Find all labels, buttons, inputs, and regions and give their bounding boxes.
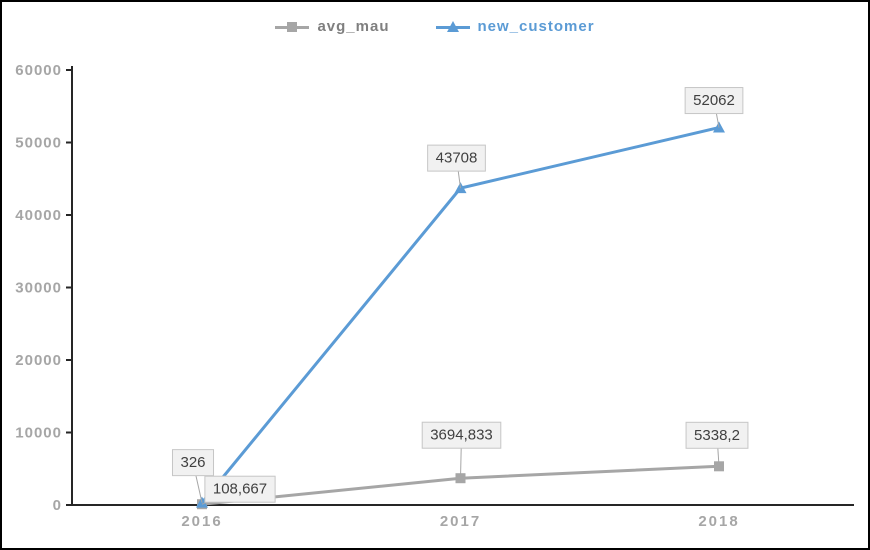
x-tick-label: 2018: [698, 513, 739, 530]
x-tick-label: 2017: [440, 513, 481, 530]
y-tick-label: 60000: [15, 62, 62, 79]
data-label: 108,667: [204, 475, 276, 503]
data-label-box: [684, 87, 744, 115]
y-tick-label: 0: [53, 497, 62, 514]
data-label-box: [204, 475, 276, 503]
y-tick-label: 10000: [15, 425, 62, 442]
y-tick-label: 30000: [15, 280, 62, 297]
y-tick-label: 50000: [15, 135, 62, 152]
data-label-text: 5338,2: [694, 427, 740, 444]
x-tick-label: 2016: [181, 513, 222, 530]
y-axis-labels: 0 10000 20000 30000 40000 50000 60000: [15, 62, 72, 514]
data-label-text: 43708: [436, 150, 478, 167]
legend-label-avg-mau: avg_mau: [317, 18, 390, 35]
triangle-line-marker-icon: [435, 20, 470, 34]
data-label-text: 326: [180, 454, 205, 471]
data-label: 43708: [427, 144, 486, 172]
data-label: 52062: [684, 87, 744, 115]
data-label-text: 108,667: [213, 481, 267, 498]
x-axis-labels: 2016 2017 2018: [181, 513, 739, 530]
data-label-box: [685, 421, 749, 449]
data-label-box: [421, 421, 502, 449]
y-tick-label: 20000: [15, 352, 62, 369]
legend-item-new-customer[interactable]: new_customer: [435, 18, 595, 35]
data-label-text: 52062: [693, 92, 735, 109]
data-label: 3694,833: [421, 421, 502, 449]
y-tick-label: 40000: [15, 207, 62, 224]
data-labels: 108,667 3694,833 5338,2 326 43708 52062: [171, 87, 749, 503]
data-label-box: [427, 144, 486, 172]
square-line-marker-icon: [275, 20, 310, 34]
legend-item-avg-mau[interactable]: avg_mau: [275, 18, 389, 35]
data-label: 5338,2: [685, 421, 749, 449]
data-label-box: [171, 449, 215, 477]
data-label: 326: [171, 449, 215, 477]
legend: avg_mau new_customer: [2, 18, 868, 35]
data-label-text: 3694,833: [430, 427, 493, 444]
legend-label-new-customer: new_customer: [477, 18, 595, 35]
